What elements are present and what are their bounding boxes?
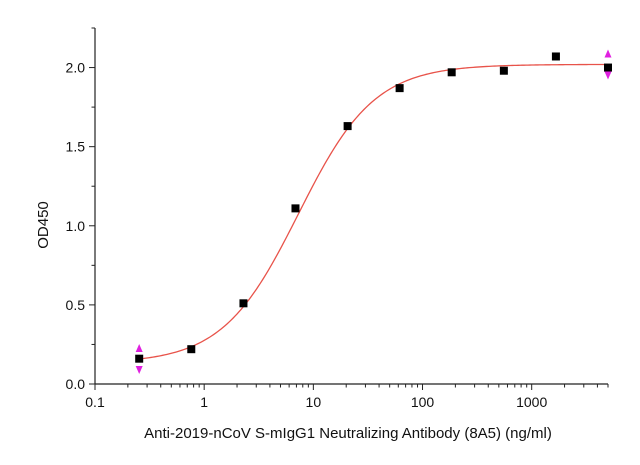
x-axis-label: Anti-2019-nCoV S-mIgG1 Neutralizing Anti… bbox=[144, 425, 552, 442]
data-point bbox=[499, 66, 508, 75]
x-tick-label: 10 bbox=[306, 394, 322, 410]
fit-curve bbox=[139, 63, 608, 360]
data-point bbox=[604, 63, 612, 72]
y-axis-label: OD450 bbox=[35, 201, 52, 249]
data-point bbox=[239, 299, 248, 308]
data-point bbox=[395, 84, 404, 93]
data-point bbox=[291, 204, 300, 213]
y-tick-label: 2.0 bbox=[66, 60, 86, 76]
y-tick-label: 0.5 bbox=[66, 297, 86, 313]
end-marker-arrow-up bbox=[135, 344, 143, 353]
x-tick-label: 0.1 bbox=[85, 394, 105, 410]
x-tick-label: 100 bbox=[411, 394, 435, 410]
data-point bbox=[135, 354, 144, 363]
y-tick-label: 0.0 bbox=[66, 376, 86, 392]
data-point bbox=[551, 52, 560, 61]
data-point bbox=[187, 345, 196, 354]
data-point bbox=[447, 68, 456, 77]
x-tick-label: 1000 bbox=[516, 394, 547, 410]
end-markers bbox=[135, 49, 612, 375]
y-tick-label: 1.0 bbox=[66, 218, 86, 234]
fit-curve-layer bbox=[139, 63, 608, 360]
end-marker-arrow-down bbox=[604, 71, 612, 80]
x-tick-label: 1 bbox=[200, 394, 208, 410]
data-point bbox=[343, 122, 352, 131]
end-marker-arrow-down bbox=[135, 366, 143, 375]
y-tick-label: 1.5 bbox=[66, 139, 86, 155]
axes: 0.1 1 10 100 1000 0.0 0.5 1.0 1.5 2.0 bbox=[66, 27, 609, 410]
data-points bbox=[135, 52, 612, 363]
end-marker-arrow-up bbox=[604, 49, 612, 58]
